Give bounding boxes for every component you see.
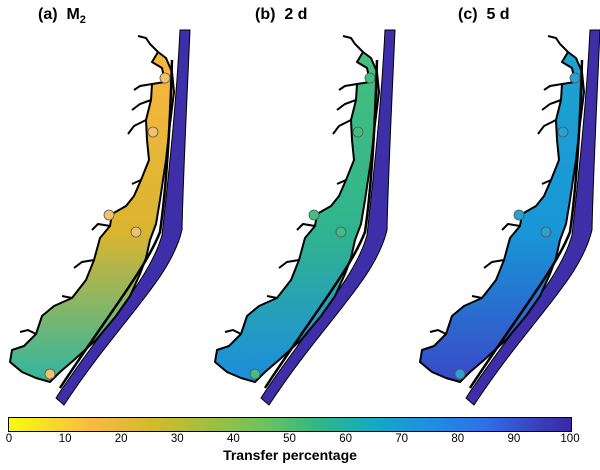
tributary-outline (429, 328, 447, 335)
colorbar-tick-label: 90 (507, 433, 521, 445)
tributary-outline (91, 222, 111, 231)
inlet-marker (569, 72, 581, 84)
tributary-outline (537, 119, 557, 135)
inlet-marker (130, 226, 142, 238)
panel-b-label: 2 d (284, 6, 308, 23)
tributary-outline (19, 328, 37, 335)
tributary-outline (541, 179, 552, 185)
inlet-marker (249, 368, 261, 380)
panel-c-letter: (c) (458, 6, 478, 23)
tributary-outline (61, 295, 73, 299)
colorbar-label: Transfer percentage (223, 447, 357, 463)
inlet-marker (44, 368, 56, 380)
ocean-shelf-region (465, 29, 600, 406)
panel-a-label: M (66, 6, 80, 23)
panel-b: (b) 2 d (205, 0, 405, 410)
panel-a-letter: (a) (38, 6, 58, 23)
colorbar-tick-label: 10 (58, 433, 72, 445)
panel-b-title: (b) 2 d (255, 6, 307, 24)
inlet-marker (352, 126, 364, 138)
tributary-outline (296, 222, 316, 231)
tributary-outline (338, 83, 358, 91)
tributary-outline (483, 259, 505, 269)
estuary-region (419, 51, 585, 383)
barrier-island-outline (468, 59, 584, 389)
ocean-shelf-region (260, 29, 396, 406)
colorbar-tick-label: 70 (395, 433, 409, 445)
colorbar (8, 417, 572, 432)
panel-a-title: (a) M2 (38, 6, 86, 26)
panel-a-subscript: 2 (79, 14, 86, 27)
inlet-marker (159, 72, 171, 84)
inlet-marker (454, 368, 466, 380)
barrier-island-outline (58, 59, 174, 389)
tributary-outline (501, 222, 521, 231)
tributary-outline (224, 328, 242, 335)
tributary-outline (137, 35, 159, 53)
barrier-island-outline (263, 59, 379, 389)
inlet-marker (308, 209, 320, 221)
inlet-marker (103, 209, 115, 221)
inlet-marker (147, 126, 159, 138)
colorbar-tick-label: 100 (560, 433, 580, 445)
tributary-outline (266, 295, 278, 299)
panel-a-map (9, 29, 191, 406)
tributary-outline (547, 35, 569, 53)
tributary-outline (278, 259, 300, 269)
tributary-outline (332, 119, 352, 135)
tributary-outline (73, 259, 95, 269)
inlet-marker (513, 209, 525, 221)
panel-c-map (419, 29, 600, 406)
estuary-region (9, 51, 175, 383)
tributary-outline (133, 83, 153, 91)
colorbar-tick-label: 0 (5, 433, 13, 445)
inlet-marker (364, 72, 376, 84)
estuary-region (214, 51, 380, 383)
tributary-outline (131, 179, 142, 185)
panel-a: (a) M2 (0, 0, 200, 410)
colorbar-tick-label: 30 (170, 433, 184, 445)
inlet-marker (335, 226, 347, 238)
tributary-outline (131, 99, 152, 111)
colorbar-tick-label: 80 (451, 433, 465, 445)
panel-b-map (214, 29, 396, 406)
tributary-outline (127, 119, 147, 135)
colorbar-tick-label: 20 (114, 433, 128, 445)
colorbar-tick-label: 50 (283, 433, 296, 445)
tributary-outline (543, 83, 563, 91)
tributary-outline (541, 99, 562, 111)
inlet-marker (557, 126, 569, 138)
tributary-outline (336, 99, 357, 111)
colorbar-tick-label: 40 (226, 433, 240, 445)
tributary-outline (471, 295, 483, 299)
ocean-shelf-region (55, 29, 191, 406)
inlet-marker (540, 226, 552, 238)
tributary-outline (336, 179, 347, 185)
colorbar-tick-label: 60 (339, 433, 352, 445)
tributary-outline (342, 35, 364, 53)
panel-b-letter: (b) (255, 6, 276, 23)
panel-c-label: 5 d (486, 6, 510, 23)
panel-c: (c) 5 d (410, 0, 600, 410)
panel-c-title: (c) 5 d (458, 6, 510, 24)
